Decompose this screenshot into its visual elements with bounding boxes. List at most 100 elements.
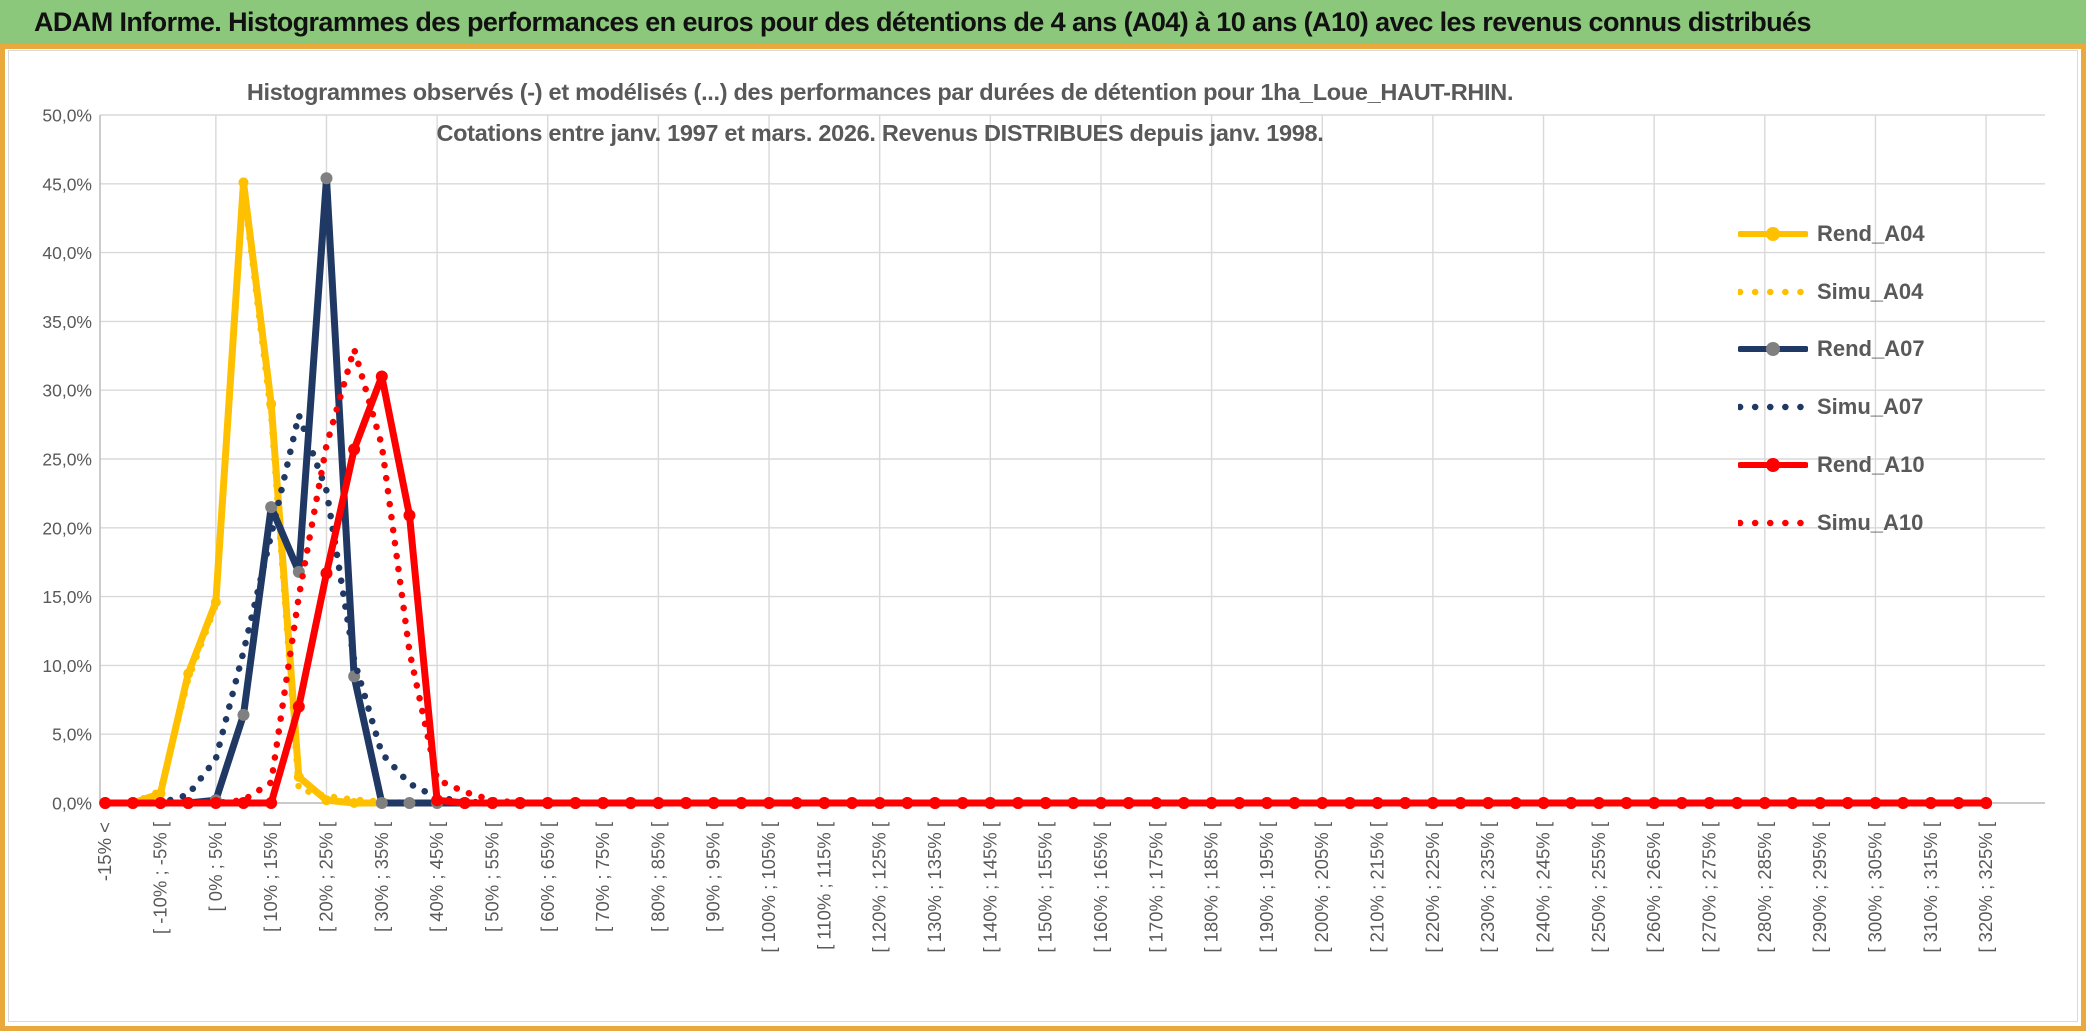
y-axis-label: 10,0% — [42, 656, 92, 676]
y-axis-label: 15,0% — [42, 587, 92, 607]
series-marker-Rend_A10 — [320, 567, 333, 580]
x-axis-label: -15% < — [94, 822, 115, 881]
x-axis-label: [ 70% ; 75% [ — [592, 822, 613, 932]
series-marker-Rend_A10 — [1869, 797, 1882, 809]
legend-swatch-dotted-red-icon — [1738, 519, 1808, 527]
series-line-Simu_A10 — [101, 345, 1990, 807]
series-marker-Rend_A10 — [624, 797, 637, 809]
series-marker-Rend_A10 — [680, 797, 693, 809]
series-marker-Rend_A10 — [458, 797, 471, 809]
series-marker-Rend_A10 — [1592, 797, 1605, 809]
x-axis-label: [ 20% ; 25% [ — [315, 822, 336, 932]
series-marker-Rend_A10 — [403, 509, 416, 522]
series-marker-Rend_A10 — [846, 797, 859, 809]
series-marker-Rend_A07 — [403, 797, 416, 809]
series-marker-Rend_A10 — [1094, 797, 1107, 809]
chart-title: Histogrammes observés (-) et modélisés (… — [0, 72, 1760, 154]
y-axis-label: 40,0% — [42, 243, 92, 263]
series-marker-Rend_A10 — [873, 797, 886, 809]
series-marker-Rend_A10 — [292, 700, 305, 713]
series-marker-Rend_A10 — [182, 797, 195, 809]
x-axis-label: [ 190% ; 195% [ — [1256, 822, 1277, 953]
series-line-Simu_A07 — [101, 411, 1990, 807]
page-title: ADAM Informe. Histogrammes des performan… — [34, 6, 1811, 37]
series-marker-Rend_A10 — [1122, 797, 1135, 809]
y-axis-label: 5,0% — [52, 725, 92, 745]
legend-swatch-solid-gold-icon — [1738, 226, 1808, 241]
series-marker-Rend_A10 — [209, 797, 222, 809]
legend-item-simu-a10[interactable]: Simu_A10 — [1738, 494, 2018, 552]
x-axis-label: [ 30% ; 35% [ — [371, 822, 392, 932]
series-marker-Rend_A10 — [1399, 797, 1412, 809]
legend-label: Simu_A07 — [1817, 394, 1924, 420]
series-marker-Rend_A10 — [652, 797, 665, 809]
x-axis-label: [ 140% ; 145% [ — [979, 822, 1000, 953]
x-axis-label: [ 290% ; 295% [ — [1809, 822, 1830, 953]
x-axis-label: [ 60% ; 65% [ — [537, 822, 558, 932]
series-marker-Rend_A10 — [597, 797, 610, 809]
legend-item-simu-a04[interactable]: Simu_A04 — [1738, 263, 2018, 321]
x-axis-label: [ -10% ; -5% [ — [150, 822, 171, 934]
series-marker-Rend_A07 — [320, 172, 333, 185]
y-axis-label: 20,0% — [42, 518, 92, 538]
legend-item-simu-a07[interactable]: Simu_A07 — [1738, 378, 2018, 436]
series-marker-Rend_A10 — [1897, 797, 1910, 809]
legend-swatch-marker — [1766, 226, 1780, 241]
series-marker-Rend_A10 — [1648, 797, 1661, 809]
window-title-bar: ADAM Informe. Histogrammes des performan… — [0, 0, 2086, 44]
series-marker-Rend_A07 — [265, 501, 278, 514]
legend-label: Rend_A04 — [1817, 220, 1925, 246]
series-marker-Rend_A10 — [431, 794, 444, 807]
legend-item-rend-a10[interactable]: Rend_A10 — [1738, 436, 2018, 494]
series-marker-Rend_A04 — [349, 798, 360, 808]
legend-label: Simu_A10 — [1817, 509, 1924, 535]
x-axis-label: [ 150% ; 155% [ — [1035, 822, 1056, 953]
x-axis-label: [ 220% ; 225% [ — [1422, 822, 1443, 953]
chart-title-line1: Histogrammes observés (-) et modélisés (… — [246, 79, 1514, 105]
y-axis-label: 35,0% — [42, 312, 92, 332]
legend-swatch-marker — [1766, 342, 1780, 357]
chart-title-line2: Cotations entre janv. 1997 et mars. 2026… — [436, 120, 1324, 146]
x-axis-label: [ 200% ; 205% [ — [1311, 822, 1332, 953]
legend-item-rend-a07[interactable]: Rend_A07 — [1738, 321, 2018, 379]
series-marker-Rend_A10 — [1620, 797, 1633, 809]
x-axis-label: [ 170% ; 175% [ — [1145, 822, 1166, 953]
series-marker-Rend_A10 — [1177, 797, 1190, 809]
legend-label: Simu_A04 — [1817, 278, 1924, 304]
x-axis-label: [ 300% ; 305% [ — [1864, 822, 1885, 953]
y-axis-label: 25,0% — [42, 450, 92, 470]
y-axis-label: 30,0% — [42, 381, 92, 401]
legend-swatch-dotted-gold-icon — [1738, 288, 1808, 295]
x-axis-label: [ 280% ; 285% [ — [1754, 822, 1775, 953]
legend-swatch-marker — [1766, 458, 1780, 473]
x-axis-label: [ 230% ; 235% [ — [1477, 822, 1498, 953]
series-marker-Rend_A04 — [210, 597, 221, 608]
series-marker-Rend_A10 — [1150, 797, 1163, 809]
x-axis-label: [ 210% ; 215% [ — [1367, 822, 1388, 953]
series-marker-Rend_A07 — [375, 797, 388, 809]
legend-swatch-dotted-navy-icon — [1738, 404, 1808, 411]
series-marker-Rend_A10 — [348, 443, 361, 456]
legend-swatch-solid-navy-icon — [1738, 342, 1808, 357]
x-axis-label: [ 80% ; 85% [ — [647, 822, 668, 932]
series-marker-Rend_A10 — [1371, 797, 1384, 809]
x-axis-label: [ 160% ; 165% [ — [1090, 822, 1111, 953]
x-axis-label: [ 10% ; 15% [ — [260, 822, 281, 932]
series-marker-Rend_A10 — [265, 797, 278, 809]
x-axis-label: [ 310% ; 315% [ — [1920, 822, 1941, 953]
series-marker-Rend_A04 — [321, 795, 332, 806]
x-axis-label: [ 260% ; 265% [ — [1643, 822, 1664, 953]
y-axis-label: 0,0% — [52, 794, 92, 814]
legend-item-rend-a04[interactable]: Rend_A04 — [1738, 205, 2018, 263]
series-marker-Rend_A04 — [238, 177, 249, 188]
y-axis-label: 50,0% — [42, 106, 92, 126]
series-line-Simu_A04 — [101, 184, 1990, 807]
chart-area-border — [8, 50, 2078, 1022]
x-axis-label: [ 120% ; 125% [ — [869, 822, 890, 953]
series-marker-Rend_A10 — [375, 370, 388, 383]
legend-label: Rend_A07 — [1817, 336, 1925, 362]
x-axis-label: [ 240% ; 245% [ — [1533, 822, 1554, 953]
x-axis-label: [ 0% ; 5% [ — [205, 822, 226, 911]
